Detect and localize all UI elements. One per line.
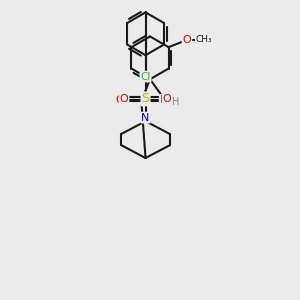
Text: O: O <box>115 95 124 105</box>
Text: N: N <box>160 95 168 105</box>
Text: S: S <box>142 92 149 105</box>
Text: H: H <box>172 98 179 107</box>
Text: Cl: Cl <box>140 72 151 82</box>
Text: N: N <box>141 112 150 123</box>
Text: CH₃: CH₃ <box>196 35 212 44</box>
Text: O: O <box>163 94 171 104</box>
Text: O: O <box>183 35 191 45</box>
Text: O: O <box>120 94 128 104</box>
